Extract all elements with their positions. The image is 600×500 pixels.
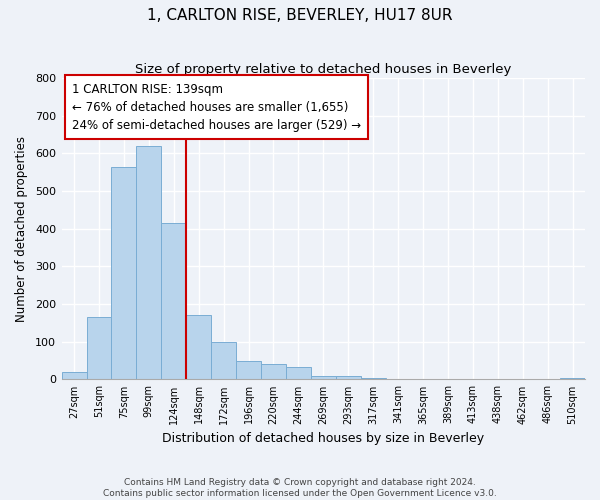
Bar	[86, 318, 112, 380]
Bar	[161, 223, 186, 380]
Bar	[211, 342, 236, 380]
Bar	[136, 146, 161, 380]
X-axis label: Distribution of detached houses by size in Beverley: Distribution of detached houses by size …	[162, 432, 484, 445]
Bar	[560, 378, 585, 380]
Text: 1 CARLTON RISE: 139sqm
← 76% of detached houses are smaller (1,655)
24% of semi-: 1 CARLTON RISE: 139sqm ← 76% of detached…	[72, 82, 361, 132]
Bar	[311, 376, 336, 380]
Bar	[186, 316, 211, 380]
Text: 1, CARLTON RISE, BEVERLEY, HU17 8UR: 1, CARLTON RISE, BEVERLEY, HU17 8UR	[147, 8, 453, 22]
Bar	[336, 376, 361, 380]
Bar	[62, 372, 86, 380]
Bar	[112, 166, 136, 380]
Bar	[236, 360, 261, 380]
Text: Contains HM Land Registry data © Crown copyright and database right 2024.
Contai: Contains HM Land Registry data © Crown c…	[103, 478, 497, 498]
Y-axis label: Number of detached properties: Number of detached properties	[15, 136, 28, 322]
Title: Size of property relative to detached houses in Beverley: Size of property relative to detached ho…	[135, 62, 511, 76]
Bar	[286, 367, 311, 380]
Bar	[361, 378, 386, 380]
Bar	[261, 364, 286, 380]
